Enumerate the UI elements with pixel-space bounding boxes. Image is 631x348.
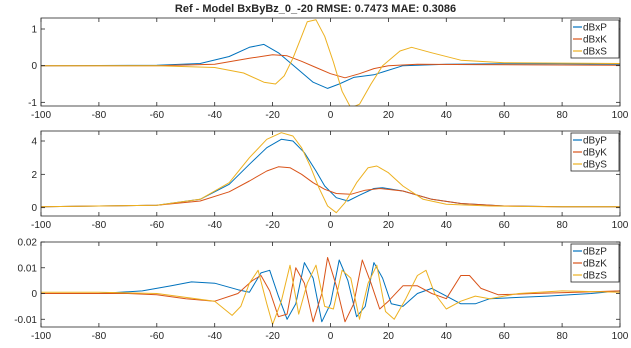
legend-label-dBzS: dBzS: [583, 271, 607, 282]
y-tick-label: 0: [31, 61, 37, 72]
x-tick-label: -40: [207, 220, 222, 231]
series-line-dBzP: [41, 259, 620, 323]
x-tick-label: -20: [265, 110, 280, 121]
x-tick-label: 20: [383, 220, 395, 231]
y-tick-label: 0: [31, 289, 37, 300]
legend-label-dByS: dByS: [583, 160, 607, 171]
x-tick-label: 80: [557, 220, 569, 231]
y-tick-label: 0: [31, 203, 37, 214]
y-tick-label: -0.01: [14, 315, 37, 326]
series-line-dBzK: [41, 257, 620, 323]
x-tick-label: -40: [207, 331, 222, 342]
x-tick-label: 40: [441, 220, 453, 231]
y-tick-label: 2: [31, 170, 37, 181]
x-tick-label: 100: [612, 331, 629, 342]
x-tick-label: 20: [383, 331, 395, 342]
x-tick-label: -60: [150, 110, 165, 121]
x-tick-label: 40: [441, 331, 453, 342]
x-tick-label: -80: [92, 220, 107, 231]
x-tick-label: 80: [557, 331, 569, 342]
series-line-dBxS: [41, 19, 620, 106]
y-tick-label: 0.01: [18, 263, 38, 274]
chart-panel-3: -100 -80 -60 -40 -20 0 20 40 60 80 100 -0.01 0 0.01 0.…: [14, 238, 629, 343]
x-tick-label: 60: [499, 220, 511, 231]
x-tick-label: -20: [265, 220, 280, 231]
x-tick-label: 60: [499, 110, 511, 121]
x-tick-label: -40: [207, 110, 222, 121]
x-tick-label: 40: [441, 110, 453, 121]
x-tick-label: 20: [383, 110, 395, 121]
legend-label-dBxS: dBxS: [583, 47, 607, 58]
x-tick-label: -60: [150, 331, 165, 342]
legend-label-dBxP: dBxP: [583, 23, 607, 34]
y-tick-label: 0.02: [18, 238, 38, 249]
y-tick-label: -1: [28, 98, 37, 109]
x-tick-label: -100: [31, 220, 51, 231]
figure-title: Ref - Model BxByBz_0_-20 RMSE: 0.7473 MA…: [174, 3, 457, 15]
x-tick-label: -80: [92, 331, 107, 342]
series-line-dByK: [41, 166, 620, 208]
series-line-dByS: [41, 132, 620, 214]
x-tick-label: 0: [328, 220, 334, 231]
legend-label-dByP: dByP: [583, 136, 607, 147]
x-tick-label: 80: [557, 110, 569, 121]
plot-area: [41, 242, 620, 327]
plot-area: [41, 131, 620, 216]
x-tick-label: -100: [31, 110, 51, 121]
plot-area: [41, 18, 620, 106]
x-tick-label: -100: [31, 331, 51, 342]
x-tick-label: -80: [92, 110, 107, 121]
x-tick-label: 100: [612, 220, 629, 231]
series-line-dBxK: [41, 54, 620, 79]
x-tick-label: 0: [328, 110, 334, 121]
chart-panel-2: -100 -80 -60 -40 -20 0 20 40 60 80 100 0 2 4 dByPdByKd…: [31, 130, 629, 231]
legend-label-dBzK: dBzK: [583, 259, 607, 270]
x-tick-label: -20: [265, 331, 280, 342]
y-tick-label: 4: [31, 137, 37, 148]
series-line-dBzS: [41, 264, 620, 325]
x-tick-label: 60: [499, 331, 511, 342]
chart-panel-1: -100 -80 -60 -40 -20 0 20 40 60 80 100 -1 0 1 dBxPdBxK…: [28, 17, 629, 121]
legend-label-dBzP: dBzP: [583, 247, 607, 258]
x-tick-label: -60: [150, 220, 165, 231]
y-tick-label: 1: [31, 25, 37, 36]
x-tick-label: 100: [612, 110, 629, 121]
x-tick-label: 0: [328, 331, 334, 342]
legend-label-dBxK: dBxK: [583, 35, 607, 46]
legend-label-dByK: dByK: [583, 148, 607, 159]
